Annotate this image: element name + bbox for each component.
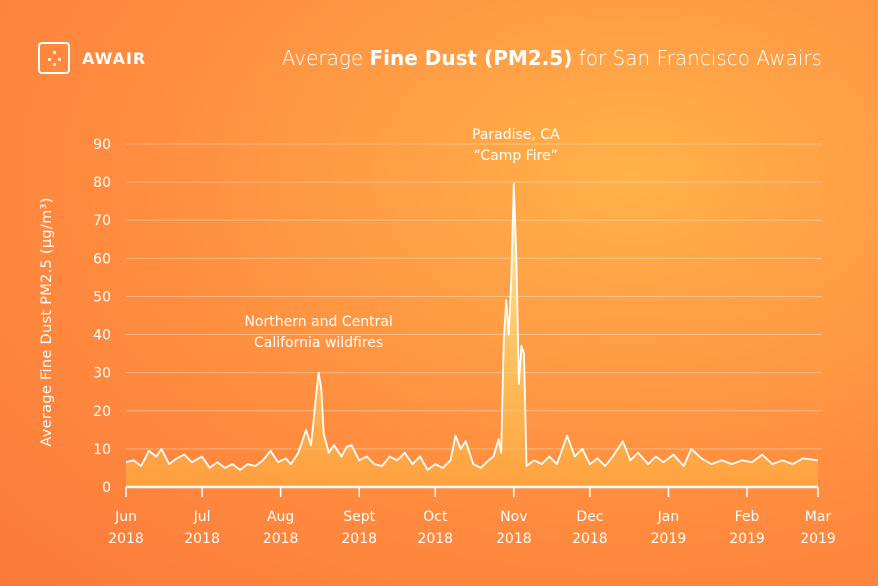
annotation-line: “Camp Fire” (473, 148, 558, 164)
x-tick-label-month: Aug (267, 509, 294, 525)
annotation-line: California wildfires (254, 335, 384, 351)
x-tick-label-year: 2019 (729, 531, 765, 547)
x-tick-label-month: Mar (805, 509, 832, 525)
x-tick-label-month: Jan (657, 509, 680, 525)
annotation-line: Northern and Central (244, 314, 393, 330)
y-tick-label: 50 (93, 289, 111, 305)
awair-logo: AWAIR (38, 42, 146, 74)
x-tick-label-month: Nov (500, 509, 527, 525)
y-tick-label: 0 (102, 480, 111, 496)
x-tick-label-month: Feb (735, 509, 760, 525)
x-tick-label-month: Jul (193, 509, 211, 525)
x-tick-label-year: 2018 (572, 531, 608, 547)
y-tick-label: 90 (93, 137, 111, 153)
brand-name: AWAIR (82, 48, 147, 68)
x-tick-label-month: Dec (576, 509, 603, 525)
x-tick-label-month: Jun (114, 509, 137, 525)
x-tick-label-month: Oct (423, 509, 448, 525)
x-tick-label-year: 2019 (800, 531, 836, 547)
x-tick-label-year: 2019 (651, 531, 687, 547)
title-suffix: for San Francisco Awairs (572, 46, 822, 70)
annotation-line: Paradise, CA (471, 127, 560, 143)
y-tick-label: 10 (93, 442, 111, 458)
x-tick-label-month: Sept (343, 509, 375, 525)
y-tick-label: 80 (93, 175, 111, 191)
x-tick-label-year: 2018 (108, 531, 144, 547)
series-line (125, 183, 819, 471)
chart-title: Average Fine Dust (PM2.5) for San Franci… (282, 46, 822, 70)
y-tick-label: 40 (93, 328, 111, 344)
y-tick-label: 60 (93, 251, 111, 267)
x-tick-label-year: 2018 (417, 531, 453, 547)
y-tick-label: 20 (93, 404, 111, 420)
y-tick-label: 30 (93, 366, 111, 382)
awair-logo-icon (38, 42, 70, 74)
annotation-northern-wildfires: Northern and Central California wildfire… (244, 312, 392, 354)
title-prefix: Average (281, 46, 370, 70)
x-tick-label-year: 2018 (341, 531, 377, 547)
y-tick-label: 70 (93, 213, 111, 229)
x-tick-label-year: 2018 (184, 531, 220, 547)
annotation-camp-fire: Paradise, CA “Camp Fire” (472, 125, 560, 167)
series-area (126, 184, 818, 487)
title-bold: Fine Dust (PM2.5) (369, 46, 573, 70)
x-tick-label-year: 2018 (263, 531, 299, 547)
x-tick-label-year: 2018 (496, 531, 532, 547)
